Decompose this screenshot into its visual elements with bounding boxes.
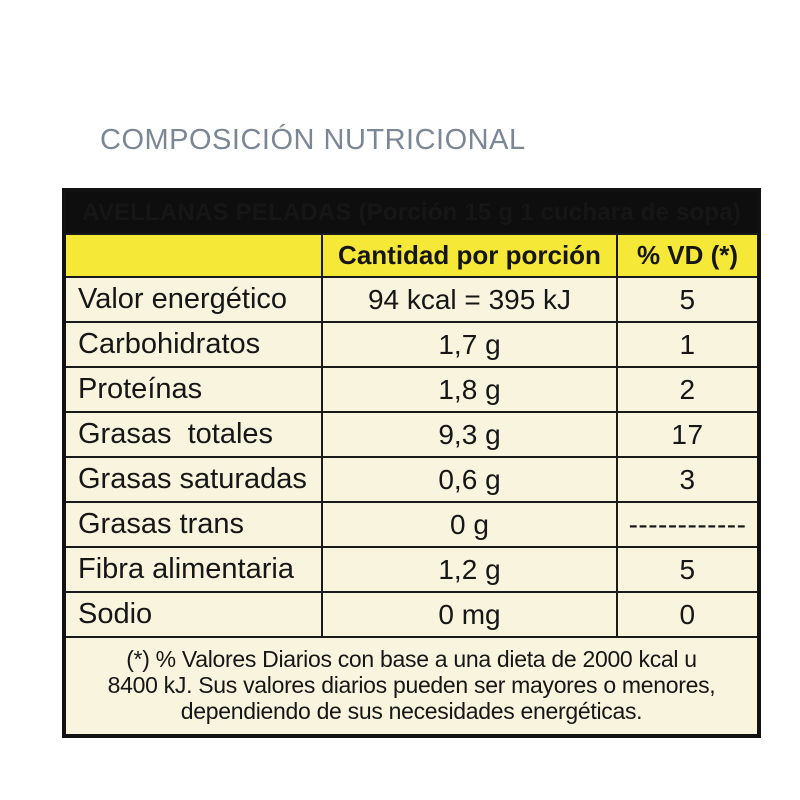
column-header-row: Cantidad por porción % VD (*) [63,233,761,278]
table-row: Carbohidratos 1,7 g 1 [63,321,761,368]
vd-value: 5 [615,546,761,593]
nutrient-label: Proteínas [63,366,323,413]
amount-value: 94 kcal = 395 kJ [321,276,618,323]
nutrient-label: Grasas totales [63,411,323,458]
amount-value: 1,8 g [321,366,618,413]
table-row: Sodio 0 mg 0 [63,591,761,638]
vd-value: 17 [615,411,761,458]
nutrient-label: Sodio [63,591,323,638]
nutrition-table: AVELLANAS PELADAS (Porción 15 g 1 cuchar… [62,188,762,738]
nutrient-label: Fibra alimentaria [63,546,323,593]
table-row: Proteínas 1,8 g 2 [63,366,761,413]
table-row: Grasas saturadas 0,6 g 3 [63,456,761,503]
column-header-vd: % VD (*) [615,233,761,278]
table-row: Grasas trans 0 g ------------ [63,501,761,548]
table-row: Valor energético 94 kcal = 395 kJ 5 [63,276,761,323]
vd-value: 5 [615,276,761,323]
table-title-row: AVELLANAS PELADAS (Porción 15 g 1 cuchar… [62,189,761,235]
vd-value: 2 [615,366,761,413]
column-header-amount: Cantidad por porción [321,233,618,278]
nutrient-label: Grasas trans [63,501,323,548]
column-header-nutrient [63,233,323,278]
footnote-line: dependiendo de sus necesidades energétic… [180,698,643,724]
nutrient-label: Valor energético [63,276,323,323]
vd-value: 1 [615,321,761,368]
amount-value: 0 g [321,501,618,548]
footnote-line: (*) % Valores Diarios con base a una die… [126,646,697,672]
page-title: COMPOSICIÓN NUTRICIONAL [100,124,526,156]
amount-value: 9,3 g [321,411,618,458]
vd-value: 3 [615,456,761,503]
amount-value: 0,6 g [321,456,618,503]
vd-value: ------------ [615,501,761,548]
footnote-line: 8400 kJ. Sus valores diarios pueden ser … [107,672,716,698]
amount-value: 0 mg [321,591,618,638]
footnote-row: (*) % Valores Diarios con base a una die… [62,636,761,737]
vd-value: 0 [615,591,761,638]
table-row: Grasas totales 9,3 g 17 [63,411,761,458]
amount-value: 1,2 g [321,546,618,593]
table-title-band: AVELLANAS PELADAS (Porción 15 g 1 cuchar… [62,189,761,235]
amount-value: 1,7 g [321,321,618,368]
nutrient-label: Carbohidratos [63,321,323,368]
footnote: (*) % Valores Diarios con base a una die… [62,636,761,737]
nutrient-label: Grasas saturadas [63,456,323,503]
table-row: Fibra alimentaria 1,2 g 5 [63,546,761,593]
